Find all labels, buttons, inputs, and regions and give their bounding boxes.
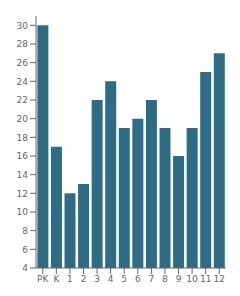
svg-text:14: 14 bbox=[17, 170, 29, 180]
svg-text:8: 8 bbox=[22, 226, 28, 236]
svg-text:PK: PK bbox=[37, 274, 49, 284]
svg-text:7: 7 bbox=[148, 274, 154, 284]
svg-text:4: 4 bbox=[22, 263, 28, 273]
svg-text:6: 6 bbox=[22, 245, 28, 255]
svg-text:K: K bbox=[53, 274, 60, 284]
svg-text:22: 22 bbox=[17, 95, 28, 105]
svg-text:12: 12 bbox=[17, 189, 28, 199]
svg-text:1: 1 bbox=[67, 274, 73, 284]
svg-text:9: 9 bbox=[176, 274, 182, 284]
svg-text:28: 28 bbox=[17, 39, 29, 49]
svg-text:10: 10 bbox=[17, 207, 29, 217]
svg-text:3: 3 bbox=[94, 274, 100, 284]
svg-text:16: 16 bbox=[17, 151, 29, 161]
svg-text:10: 10 bbox=[186, 274, 198, 284]
svg-text:30: 30 bbox=[17, 21, 29, 31]
svg-text:26: 26 bbox=[17, 58, 29, 68]
svg-text:2: 2 bbox=[81, 274, 87, 284]
svg-text:12: 12 bbox=[213, 274, 224, 284]
svg-text:5: 5 bbox=[121, 274, 127, 284]
svg-text:4: 4 bbox=[108, 274, 114, 284]
svg-text:11: 11 bbox=[200, 274, 211, 284]
svg-text:8: 8 bbox=[162, 274, 168, 284]
svg-text:18: 18 bbox=[17, 133, 29, 143]
svg-text:6: 6 bbox=[135, 274, 141, 284]
svg-text:24: 24 bbox=[17, 77, 29, 87]
svg-text:20: 20 bbox=[17, 114, 29, 124]
